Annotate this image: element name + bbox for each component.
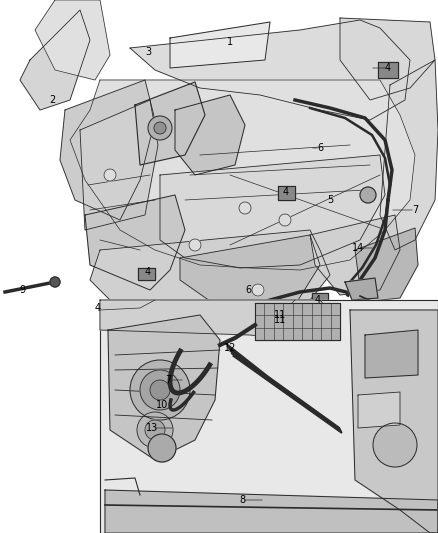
Polygon shape bbox=[90, 230, 330, 305]
Circle shape bbox=[373, 423, 417, 467]
Circle shape bbox=[145, 420, 165, 440]
Polygon shape bbox=[358, 392, 400, 428]
Text: 4: 4 bbox=[283, 187, 289, 197]
Text: 13: 13 bbox=[146, 423, 158, 433]
Polygon shape bbox=[378, 62, 398, 78]
Circle shape bbox=[154, 122, 166, 134]
Polygon shape bbox=[100, 300, 438, 533]
Polygon shape bbox=[278, 186, 295, 200]
Polygon shape bbox=[160, 155, 385, 268]
Circle shape bbox=[148, 116, 172, 140]
Text: 4: 4 bbox=[95, 303, 101, 313]
Text: 11: 11 bbox=[274, 315, 286, 325]
Polygon shape bbox=[180, 235, 320, 308]
Text: 7: 7 bbox=[412, 205, 418, 215]
Circle shape bbox=[130, 360, 190, 420]
Circle shape bbox=[360, 187, 376, 203]
Text: 8: 8 bbox=[239, 495, 245, 505]
Text: 2: 2 bbox=[49, 95, 55, 105]
Polygon shape bbox=[60, 80, 155, 220]
Text: 6: 6 bbox=[317, 143, 323, 153]
Polygon shape bbox=[85, 195, 185, 290]
Text: 12: 12 bbox=[224, 343, 236, 353]
Circle shape bbox=[50, 277, 60, 287]
Polygon shape bbox=[175, 95, 245, 175]
Text: 10: 10 bbox=[156, 400, 168, 410]
Circle shape bbox=[104, 169, 116, 181]
Text: 5: 5 bbox=[327, 195, 333, 205]
Text: 4: 4 bbox=[315, 295, 321, 305]
Circle shape bbox=[148, 434, 176, 462]
Text: 6: 6 bbox=[245, 285, 251, 295]
Polygon shape bbox=[340, 18, 435, 100]
Polygon shape bbox=[105, 490, 438, 533]
Text: 9: 9 bbox=[19, 285, 25, 295]
Polygon shape bbox=[80, 100, 158, 230]
Text: 7: 7 bbox=[165, 375, 171, 385]
Text: 1: 1 bbox=[227, 37, 233, 47]
Text: 11: 11 bbox=[274, 310, 286, 320]
Polygon shape bbox=[130, 20, 410, 120]
Text: 4: 4 bbox=[145, 267, 151, 277]
Polygon shape bbox=[312, 293, 328, 305]
Circle shape bbox=[189, 239, 201, 251]
Circle shape bbox=[239, 202, 251, 214]
Polygon shape bbox=[20, 10, 90, 110]
Polygon shape bbox=[138, 268, 155, 280]
Circle shape bbox=[150, 380, 170, 400]
Polygon shape bbox=[70, 80, 415, 270]
Polygon shape bbox=[100, 300, 340, 340]
Polygon shape bbox=[255, 303, 340, 340]
Polygon shape bbox=[350, 310, 438, 533]
Text: 14: 14 bbox=[352, 243, 364, 253]
Circle shape bbox=[252, 284, 264, 296]
Text: 3: 3 bbox=[145, 47, 151, 57]
Polygon shape bbox=[135, 82, 205, 165]
Text: 4: 4 bbox=[385, 63, 391, 73]
Polygon shape bbox=[35, 0, 110, 80]
Polygon shape bbox=[310, 215, 400, 295]
Circle shape bbox=[140, 370, 180, 410]
Circle shape bbox=[137, 412, 173, 448]
Polygon shape bbox=[355, 228, 418, 302]
Polygon shape bbox=[108, 315, 220, 460]
Polygon shape bbox=[170, 22, 270, 68]
Polygon shape bbox=[365, 330, 418, 378]
Circle shape bbox=[279, 214, 291, 226]
Polygon shape bbox=[380, 60, 438, 250]
Polygon shape bbox=[345, 278, 378, 300]
